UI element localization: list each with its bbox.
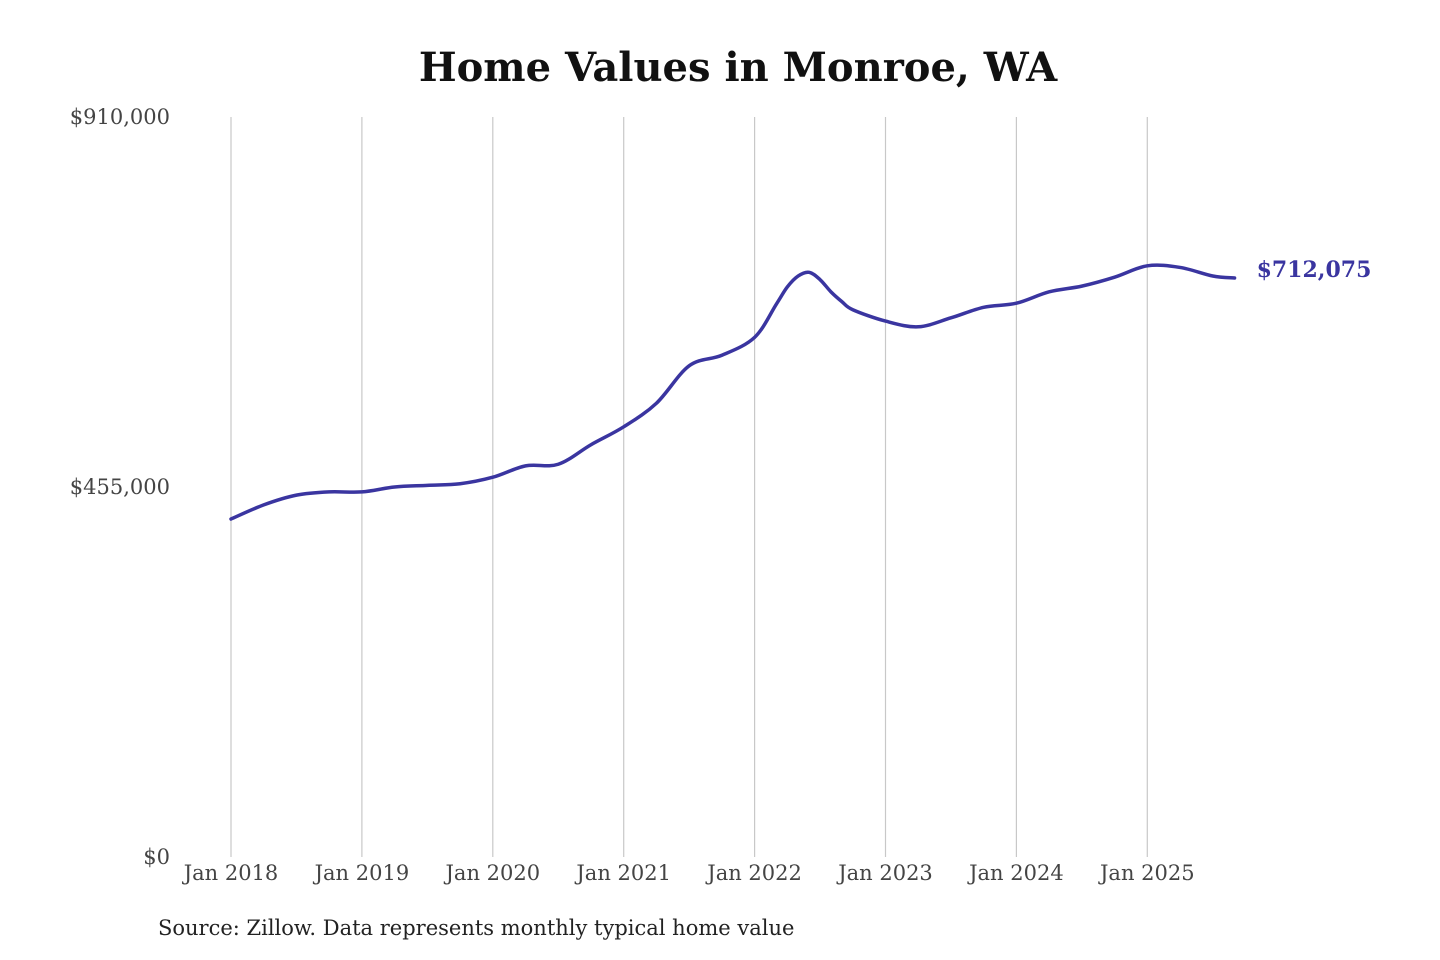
chart-title: Home Values in Monroe, WA xyxy=(418,44,1058,91)
x-tick-label: Jan 2022 xyxy=(705,861,802,885)
x-tick-label: Jan 2021 xyxy=(574,861,671,885)
series-line xyxy=(229,263,1237,521)
x-tick-label: Jan 2020 xyxy=(444,861,541,885)
x-tick-label: Jan 2019 xyxy=(313,861,410,885)
end-value-label: $712,075 xyxy=(1257,257,1372,283)
x-tick-label: Jan 2023 xyxy=(836,861,933,885)
y-tick-label: $0 xyxy=(143,845,170,869)
y-tick-label: $910,000 xyxy=(70,105,170,129)
x-tick-label: Jan 2018 xyxy=(182,861,279,885)
x-tick-label: Jan 2024 xyxy=(967,861,1064,885)
x-tick-label: Jan 2025 xyxy=(1098,861,1195,885)
y-tick-label: $455,000 xyxy=(70,475,170,499)
source-note: Source: Zillow. Data represents monthly … xyxy=(158,916,795,940)
